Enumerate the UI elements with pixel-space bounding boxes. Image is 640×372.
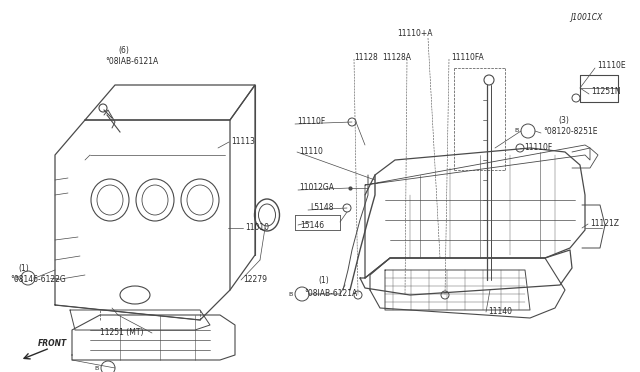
Text: B: B <box>95 366 99 371</box>
Text: B: B <box>515 128 519 134</box>
Text: °08146-6122G: °08146-6122G <box>10 276 66 285</box>
Text: 11110E: 11110E <box>597 61 626 70</box>
Text: 11251N: 11251N <box>591 87 621 96</box>
Text: 11012GA: 11012GA <box>299 183 334 192</box>
Text: B: B <box>289 292 293 296</box>
Text: FRONT: FRONT <box>38 340 67 349</box>
Text: 11140: 11140 <box>488 308 512 317</box>
Text: 11128: 11128 <box>354 52 378 61</box>
Text: 11110FA: 11110FA <box>451 52 484 61</box>
Text: L5148: L5148 <box>310 203 333 212</box>
Text: J1001CX: J1001CX <box>570 13 602 22</box>
Text: °08120-8251E: °08120-8251E <box>543 126 598 135</box>
Text: 11251 (MT): 11251 (MT) <box>100 328 143 337</box>
Text: B: B <box>15 276 19 280</box>
Text: °08IAB-6121A: °08IAB-6121A <box>105 58 158 67</box>
Text: 11110+A: 11110+A <box>397 29 433 38</box>
Text: 11113: 11113 <box>231 138 255 147</box>
Text: 11010: 11010 <box>245 224 269 232</box>
Text: 12279: 12279 <box>243 276 267 285</box>
Text: 11110F: 11110F <box>297 118 325 126</box>
Text: 15146: 15146 <box>300 221 324 230</box>
Text: 11110F: 11110F <box>524 144 552 153</box>
Text: (3): (3) <box>558 115 569 125</box>
Text: (1): (1) <box>318 276 329 285</box>
Text: °08IAB-6121A: °08IAB-6121A <box>304 289 357 298</box>
Text: 11128A: 11128A <box>382 52 411 61</box>
Text: 11121Z: 11121Z <box>590 219 619 228</box>
Text: (6): (6) <box>118 46 129 55</box>
Text: 11110: 11110 <box>299 148 323 157</box>
Text: (1): (1) <box>18 263 29 273</box>
